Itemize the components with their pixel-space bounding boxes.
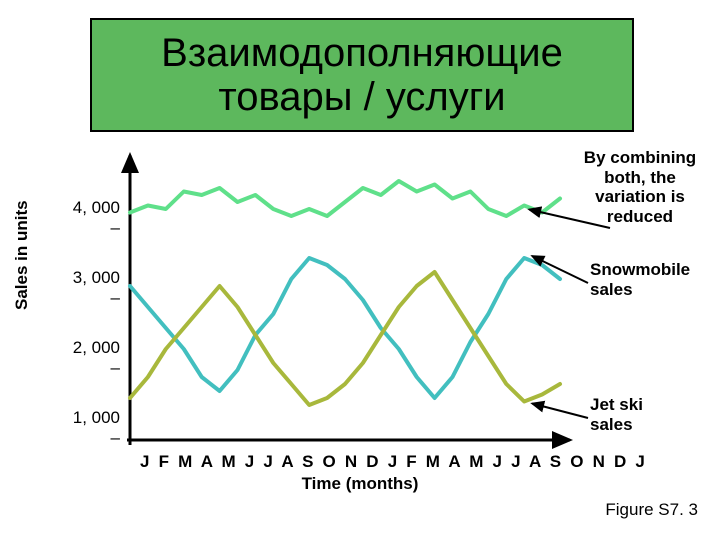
x-months: J F M A M J J A S O N D J F M A M J J A …: [140, 452, 647, 472]
annot-combined-l1: By combining: [584, 148, 696, 167]
annot-snowmobile: Snowmobile sales: [590, 260, 690, 299]
annot-combined-l3: variation is: [595, 187, 685, 206]
annot-jet-l2: sales: [590, 415, 633, 434]
x-axis-label: Time (months): [210, 474, 510, 494]
series-combined: [130, 181, 560, 216]
annot-jet-l1: Jet ski: [590, 395, 643, 414]
annot-combined-l2: both, the: [604, 168, 676, 187]
annot-jetski: Jet ski sales: [590, 395, 643, 434]
annot-combined: By combining both, the variation is redu…: [575, 148, 705, 226]
ytick-1000: 1, 000 –: [60, 408, 120, 448]
ytick-3000: 3, 000 –: [60, 268, 120, 308]
series-jetski: [130, 272, 560, 405]
annot-snow-l2: sales: [590, 280, 633, 299]
annot-snow-l1: Snowmobile: [590, 260, 690, 279]
annot-combined-l4: reduced: [607, 207, 673, 226]
y-axis-label: Sales in units: [12, 200, 32, 310]
ytick-2000: 2, 000 –: [60, 338, 120, 378]
figure-reference: Figure S7. 3: [605, 500, 698, 520]
ytick-4000: 4, 000 –: [60, 198, 120, 238]
series-snowmobile: [130, 258, 560, 398]
